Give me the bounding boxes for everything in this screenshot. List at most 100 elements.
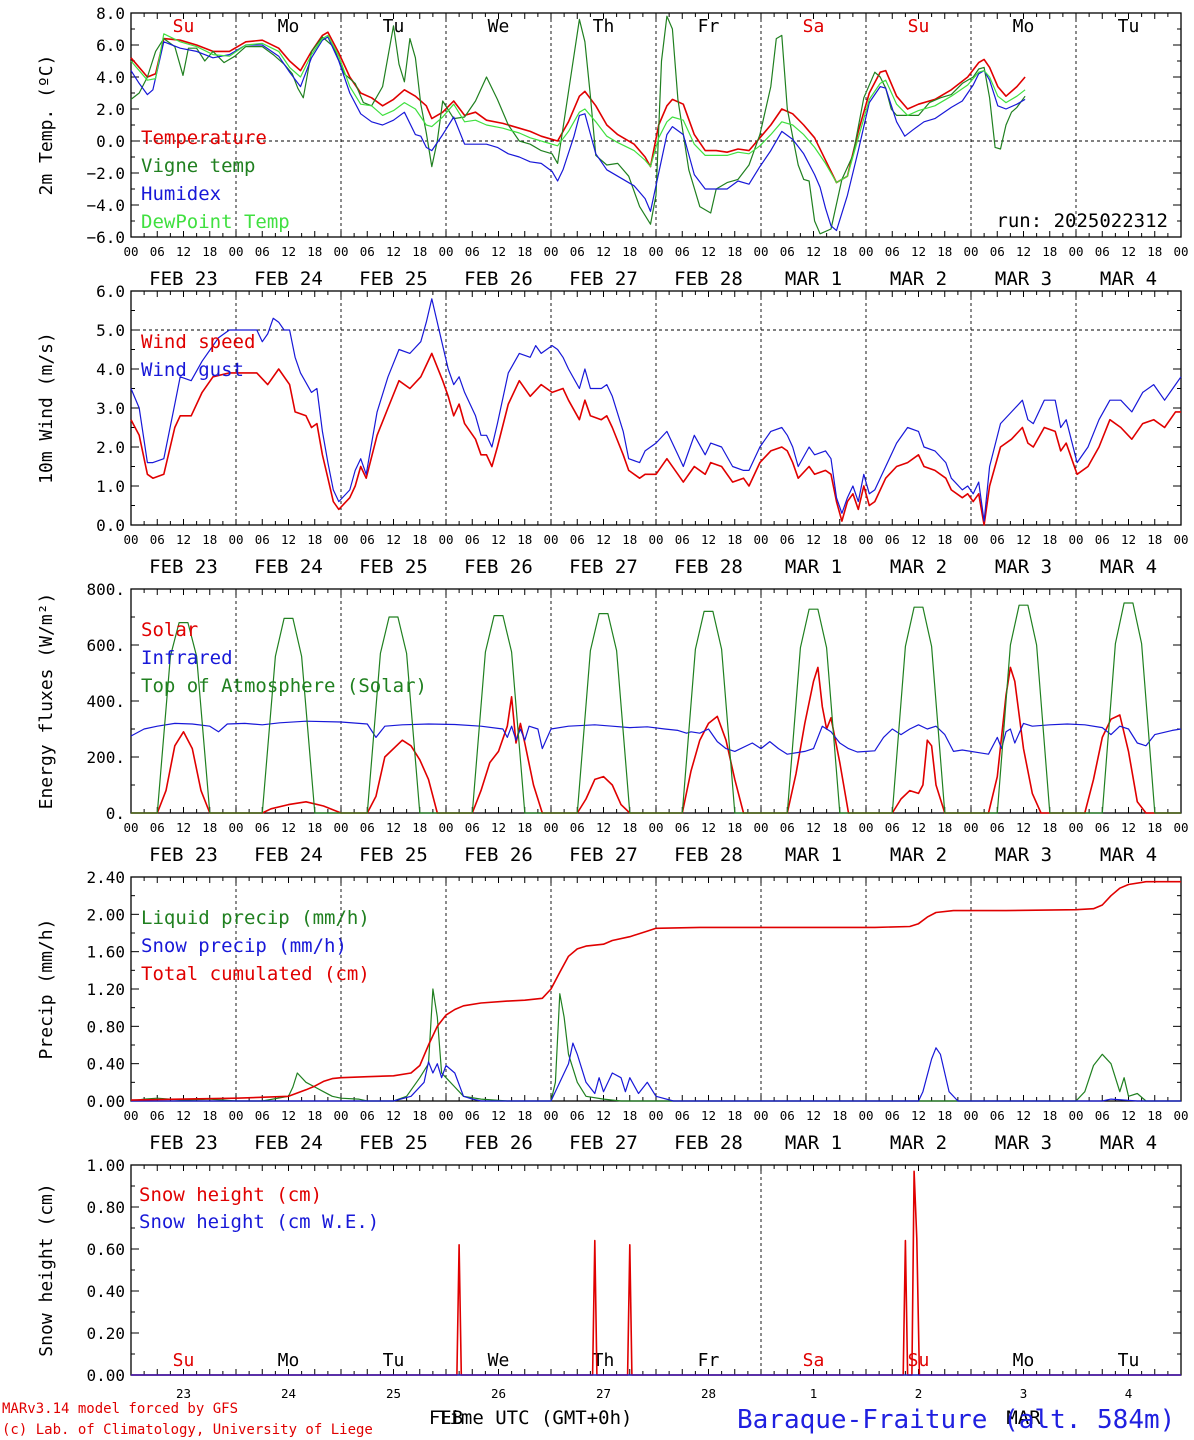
hour-tick-label: 18	[622, 244, 637, 259]
hour-tick-label: 00	[648, 244, 663, 259]
hour-tick-label: 12	[491, 820, 506, 835]
panel-energy: 800. 600. 400. 200. 0. Energy fluxes (W/m²) 00…	[36, 580, 1189, 866]
hour-tick-label: 18	[1042, 244, 1057, 259]
day-of-week-label: Th	[593, 16, 615, 37]
date-label: FEB 25	[359, 1132, 428, 1154]
hour-tick-label: 18	[202, 532, 217, 547]
hour-tick-label: 12	[1121, 244, 1136, 259]
hour-tick-label: 06	[255, 244, 270, 259]
hour-tick-label: 12	[176, 1108, 191, 1123]
hour-tick-label: 00	[228, 820, 243, 835]
day-of-week-label: Tu	[1118, 16, 1140, 37]
legend-entry: Wind gust	[141, 359, 244, 381]
hour-tick-label: 12	[281, 532, 296, 547]
hour-tick-label: 12	[1121, 820, 1136, 835]
hour-tick-label: 06	[360, 820, 375, 835]
series-line-wind-speed	[130, 352, 1181, 526]
hour-tick-label: 18	[832, 1108, 847, 1123]
y-tick-label: 0.80	[86, 1017, 125, 1036]
y-axis-label: 10m Wind (m/s)	[36, 332, 57, 484]
y-tick-label: 400.	[86, 692, 125, 711]
hour-tick-label: 12	[491, 532, 506, 547]
hour-tick-label: 12	[701, 532, 716, 547]
series-line-dewpoint-temp	[130, 33, 1026, 184]
hour-tick-label: 00	[1173, 244, 1188, 259]
hour-tick-label: 18	[307, 820, 322, 835]
hour-tick-label: 00	[438, 532, 453, 547]
date-label: MAR 1	[785, 844, 842, 866]
date-label: FEB 27	[569, 556, 638, 578]
y-tick-label: 0.60	[86, 1240, 125, 1259]
date-label: FEB 27	[569, 268, 638, 290]
series-line-total-cumulated-cm-	[130, 880, 1181, 1101]
hour-tick-label: 06	[780, 820, 795, 835]
y-tick-label: 0.00	[86, 1092, 125, 1111]
hour-tick-label: 00	[228, 244, 243, 259]
y-tick-label: 1.00	[86, 1156, 125, 1175]
hour-tick-label: 18	[412, 1108, 427, 1123]
hour-tick-label: 00	[963, 532, 978, 547]
day-of-week-label: Tu	[383, 1350, 405, 1371]
day-number-label: 24	[281, 1386, 296, 1401]
day-of-week-label: Mo	[1013, 1350, 1035, 1371]
date-label: MAR 2	[890, 556, 947, 578]
y-tick-label: 1.60	[86, 943, 125, 962]
hour-tick-label: 12	[176, 532, 191, 547]
day-of-week-label: Su	[173, 1350, 195, 1371]
hour-tick-label: 12	[491, 1108, 506, 1123]
day-number-label: 28	[701, 1386, 716, 1401]
hour-tick-label: 18	[937, 532, 952, 547]
y-tick-label: 0.	[106, 804, 125, 823]
hour-tick-label: 06	[885, 244, 900, 259]
hour-tick-label: 00	[858, 532, 873, 547]
legend-entry: Wind speed	[141, 331, 255, 353]
hour-tick-label: 00	[858, 820, 873, 835]
hour-tick-label: 12	[596, 820, 611, 835]
hour-tick-label: 00	[543, 244, 558, 259]
day-of-week-label: Mo	[278, 16, 300, 37]
hour-tick-label: 06	[990, 820, 1005, 835]
hour-tick-label: 12	[806, 532, 821, 547]
hour-tick-label: 18	[307, 244, 322, 259]
hour-tick-label: 12	[386, 1108, 401, 1123]
hour-tick-label: 06	[360, 244, 375, 259]
hour-tick-label: 18	[307, 532, 322, 547]
hour-tick-label: 18	[202, 1108, 217, 1123]
series-line-snow-height-cm-	[131, 1170, 1181, 1376]
date-label: MAR 3	[995, 1132, 1052, 1154]
hour-tick-label: 06	[570, 1108, 585, 1123]
run-annotation: run: 2025022312	[996, 210, 1168, 232]
y-tick-label: −2.0	[86, 164, 125, 183]
hour-tick-label: 00	[333, 244, 348, 259]
y-tick-label: 600.	[86, 636, 125, 655]
hour-tick-label: 18	[622, 1108, 637, 1123]
day-number-label: 23	[176, 1386, 191, 1401]
hour-tick-label: 12	[386, 820, 401, 835]
hour-tick-label: 12	[911, 244, 926, 259]
hour-tick-label: 18	[727, 244, 742, 259]
date-label: FEB 28	[674, 268, 743, 290]
day-of-week-label: We	[488, 1350, 510, 1371]
series-line-wind-gust	[130, 298, 1182, 522]
hour-tick-label: 06	[570, 244, 585, 259]
hour-tick-label: 00	[858, 1108, 873, 1123]
month-label: FEB	[429, 1407, 463, 1429]
y-tick-label: 2.00	[86, 905, 125, 924]
hour-tick-label: 06	[990, 244, 1005, 259]
series-line-vigne-temp	[130, 15, 1026, 235]
y-tick-label: 0.20	[86, 1324, 125, 1343]
hour-tick-label: 18	[517, 1108, 532, 1123]
y-axis-label: Energy fluxes (W/m²)	[36, 593, 57, 810]
legend-entry: Snow precip (mm/h)	[141, 935, 347, 957]
hour-tick-label: 18	[412, 820, 427, 835]
date-label: MAR 2	[890, 844, 947, 866]
hour-tick-label: 06	[885, 820, 900, 835]
credit-line-1: MARv3.14 model forced by GFS	[2, 1401, 238, 1417]
legend-entry: Humidex	[141, 183, 221, 205]
hour-tick-label: 12	[806, 1108, 821, 1123]
hour-tick-label: 06	[780, 1108, 795, 1123]
day-of-week-label: Fr	[698, 16, 720, 37]
hour-tick-label: 18	[832, 532, 847, 547]
hour-tick-label: 12	[596, 1108, 611, 1123]
day-number-label: 1	[810, 1386, 818, 1401]
